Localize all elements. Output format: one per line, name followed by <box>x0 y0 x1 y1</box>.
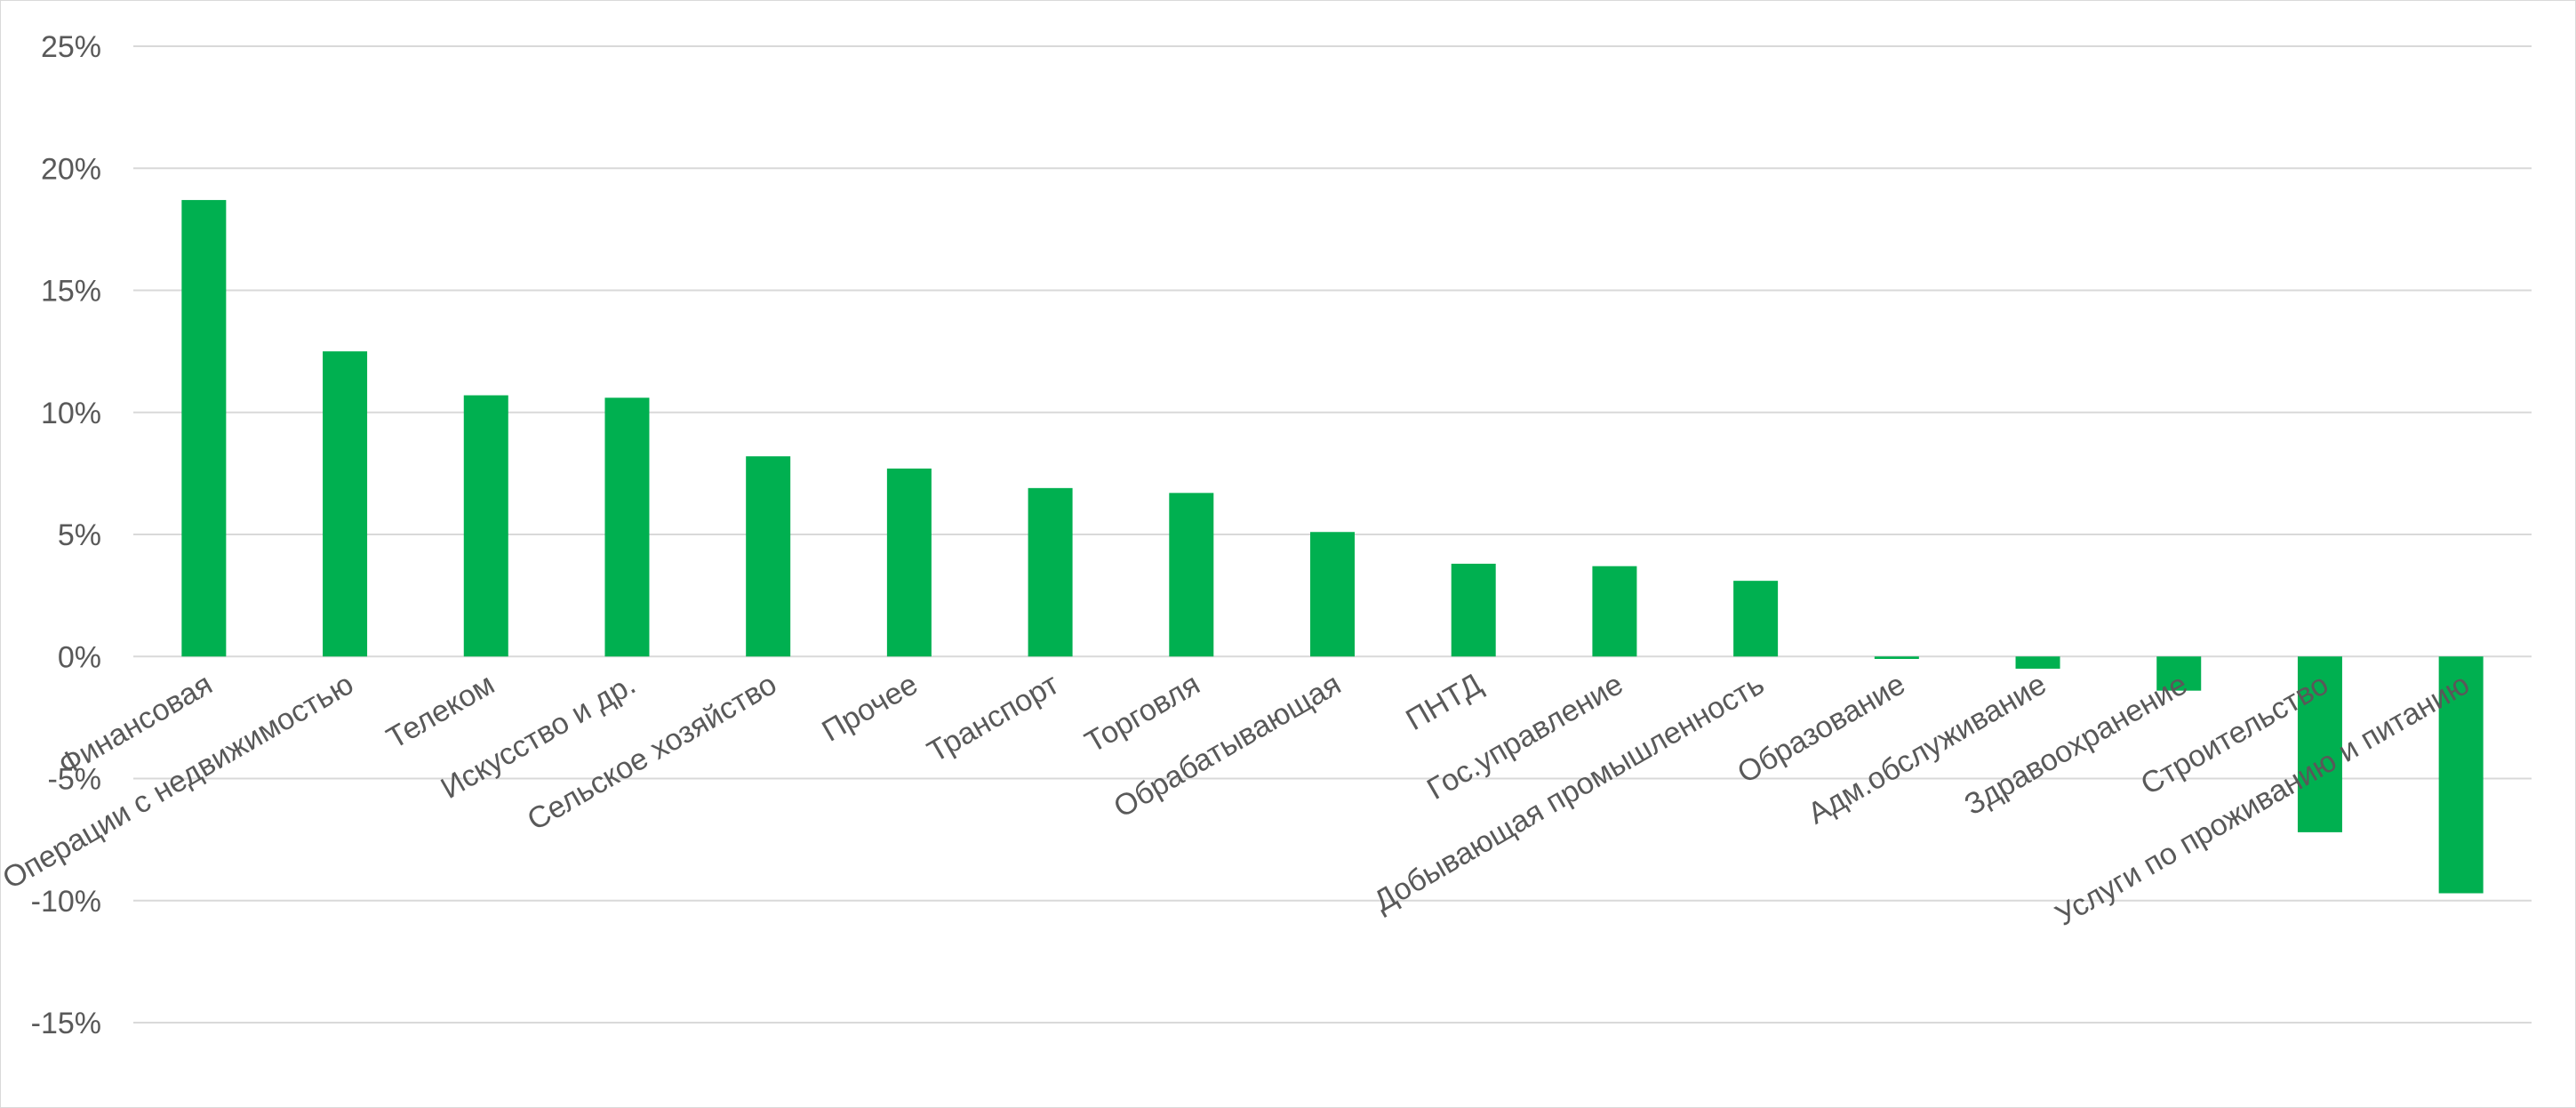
bar <box>746 456 791 657</box>
y-tick-label: 20% <box>41 152 101 186</box>
bar <box>2297 656 2342 832</box>
bar <box>2015 656 2060 669</box>
y-tick-label: -15% <box>31 1007 101 1040</box>
x-category-label: Прочее <box>817 667 924 748</box>
bar <box>1592 566 1637 657</box>
x-category-label: Обрабатывающая <box>1108 667 1347 824</box>
y-tick-label: -10% <box>31 885 101 919</box>
y-tick-label: -5% <box>48 763 101 797</box>
x-category-label: Телеком <box>381 667 500 755</box>
x-category-label: Адм.обслуживание <box>1802 667 2052 831</box>
bar <box>1310 532 1355 657</box>
y-tick-label: 10% <box>41 397 101 430</box>
bar <box>463 395 508 657</box>
y-axis-ticks: -15% -10% -5% 0% 5% 10% 15% 20% 25% <box>31 30 101 1040</box>
bar <box>1451 563 1496 657</box>
x-category-label: Сельское хозяйство <box>522 667 782 837</box>
bar <box>323 351 368 657</box>
y-tick-label: 25% <box>41 30 101 64</box>
bar <box>1169 493 1214 657</box>
y-tick-label: 5% <box>58 518 101 552</box>
bar <box>1028 487 1073 657</box>
y-tick-label: 15% <box>41 275 101 309</box>
bar <box>886 468 932 657</box>
y-tick-label: 0% <box>58 640 101 674</box>
bar <box>604 397 650 657</box>
x-category-label: Торговля <box>1079 667 1205 759</box>
x-category-label: ПНТД <box>1400 667 1487 737</box>
bar <box>2438 656 2484 894</box>
x-category-label: Транспорт <box>922 667 1065 769</box>
bar <box>1874 656 1919 659</box>
bar <box>1733 581 1779 657</box>
bar <box>2156 656 2202 691</box>
gridlines <box>133 45 2532 1024</box>
bar <box>181 199 227 657</box>
bars <box>181 199 2484 894</box>
